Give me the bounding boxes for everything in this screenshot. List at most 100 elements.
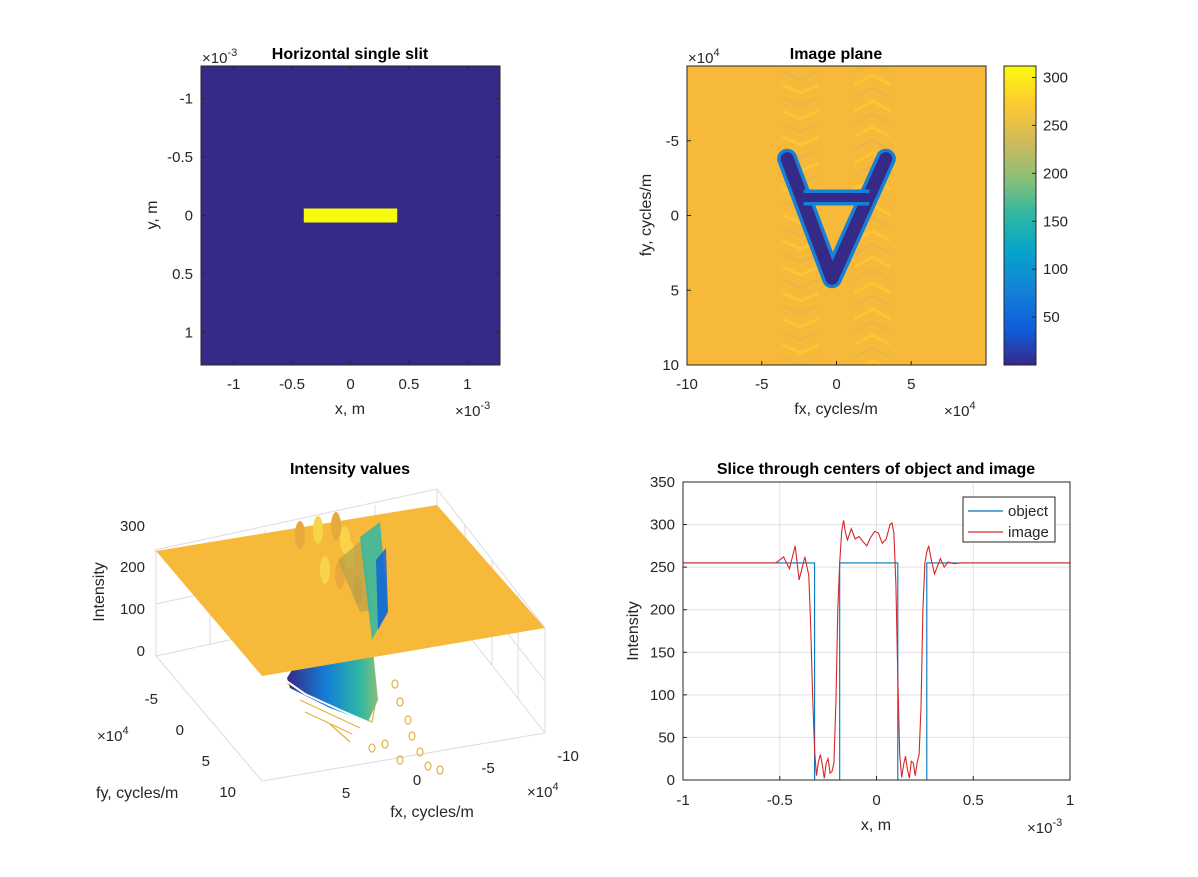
surface-plateau xyxy=(156,505,545,676)
slice-y-tick-label: 350 xyxy=(650,474,675,491)
slice-ticks: -1 -0.5 0 0.5 1 0 50 100 150 200 250 300 350 xyxy=(650,474,1074,809)
image-plane-fringe xyxy=(782,96,820,108)
surface-contour xyxy=(381,739,389,749)
surface-contour xyxy=(299,699,361,743)
colorbar-tick-label: 300 xyxy=(1043,70,1068,87)
colorbar-tick-label: 150 xyxy=(1043,213,1068,230)
slit-y-tick-label: 0.5 xyxy=(172,266,193,283)
colorbar-tick-label: 100 xyxy=(1043,261,1068,278)
image-plane-fringe xyxy=(853,307,892,321)
image-plane-fringe xyxy=(782,252,820,264)
image-plane-fringe xyxy=(782,70,820,82)
image-plane-fringe xyxy=(853,138,892,152)
colorbar-tick-label: 50 xyxy=(1043,309,1060,326)
surface-ripple xyxy=(313,516,323,544)
image-plane-xlabel: fx, cycles/m xyxy=(794,401,878,418)
slice-y-tick-label: 0 xyxy=(667,772,675,789)
image-plane-exponent-x: ×104 xyxy=(944,400,976,420)
slice-series-image xyxy=(683,520,1070,779)
image-plane-ylabel: fy, cycles/m xyxy=(638,174,655,256)
slit-x-tick-label: -0.5 xyxy=(279,376,305,393)
image-plane-fringe xyxy=(782,135,820,147)
image-plane-fringe xyxy=(853,346,892,360)
slice-lines xyxy=(683,520,1070,781)
image-plane-y-tick-label: 10 xyxy=(662,357,679,374)
image-plane-fringe xyxy=(853,333,892,347)
slice-xlabel: x, m xyxy=(861,817,891,834)
slit-x-tick-label: 1 xyxy=(463,376,471,393)
image-plane-y-tick-label: 0 xyxy=(671,208,679,225)
image-plane-fringe xyxy=(853,255,892,269)
image-plane-fringe xyxy=(853,125,892,139)
image-plane-x-tick-label: 0 xyxy=(832,376,840,393)
image-plane-exponent-y: ×104 xyxy=(688,47,720,67)
surface-v-opening-dark xyxy=(376,548,388,630)
surface-ripple xyxy=(295,521,305,549)
slit-panel: Horizontal single slit ×10-3 -1 -0.5 0 0.5 1… xyxy=(144,46,501,420)
surface-ripple xyxy=(331,512,341,540)
image-plane-fringe xyxy=(782,83,820,95)
surface-z-tick-label: 100 xyxy=(120,601,145,618)
image-plane-fringe xyxy=(853,73,892,87)
surface-contour xyxy=(396,697,404,707)
surface-contour xyxy=(424,761,432,771)
colorbar-ticks: 50 100 150 200 250 300 xyxy=(1032,70,1068,326)
image-plane-fringe xyxy=(862,359,883,365)
slice-y-tick-label: 150 xyxy=(650,644,675,661)
slit-y-tick-label: -0.5 xyxy=(167,149,193,166)
surface-fx-tick-label: 5 xyxy=(342,785,350,802)
image-plane-fringe xyxy=(782,122,820,134)
surface-well-rim xyxy=(284,679,369,723)
surface-title: Intensity values xyxy=(290,461,410,478)
slit-exponent-y: ×10-3 xyxy=(202,47,237,67)
image-plane-fringe xyxy=(853,86,892,100)
image-plane-title: Image plane xyxy=(790,46,883,63)
slit-rectangle xyxy=(303,208,398,223)
slice-exponent-x: ×10-3 xyxy=(1027,817,1062,837)
image-plane-fringe xyxy=(782,317,820,329)
surface-z-tick-label: 0 xyxy=(137,643,145,660)
surface-contour xyxy=(391,679,399,689)
image-plane-fringe xyxy=(782,343,820,355)
slice-x-tick-label: -1 xyxy=(676,792,689,809)
surface-contour xyxy=(436,765,444,775)
surface-ripple xyxy=(340,526,350,554)
surface-fy-tick-label: 5 xyxy=(202,753,210,770)
image-plane-fringe xyxy=(782,278,820,290)
slit-title: Horizontal single slit xyxy=(272,46,429,63)
image-plane-y-tick-label: 5 xyxy=(671,282,679,299)
surface-fy-tick-label: 0 xyxy=(176,722,184,739)
image-plane-fringe xyxy=(853,242,892,256)
image-plane-fringe xyxy=(853,99,892,113)
surface-z-tick-label: 200 xyxy=(120,559,145,576)
image-plane-fringe xyxy=(783,371,819,379)
slit-x-tick-label: 0 xyxy=(346,376,354,393)
surface-exponent-fy: ×104 xyxy=(97,725,129,745)
legend-object-label: object xyxy=(1008,503,1049,520)
surface-fy-tick-label: 10 xyxy=(219,784,236,801)
slice-y-tick-label: 250 xyxy=(650,559,675,576)
image-plane-fringe xyxy=(853,66,892,74)
slit-x-tick-label: 0.5 xyxy=(398,376,419,393)
image-plane-y-tick-label: -5 xyxy=(666,133,679,150)
colorbar-tick-label: 250 xyxy=(1043,117,1068,134)
slice-x-tick-label: 0 xyxy=(872,792,880,809)
surface-contour xyxy=(408,731,416,741)
colorbar-tick-label: 200 xyxy=(1043,165,1068,182)
image-plane-fringe xyxy=(853,281,892,295)
surface-contour xyxy=(368,743,376,753)
slit-ylabel: y, m xyxy=(144,200,161,229)
surface-z-tick-label: 300 xyxy=(120,518,145,535)
image-plane-fringe xyxy=(853,320,892,334)
slice-grid xyxy=(682,481,1071,781)
slice-y-tick-label: 100 xyxy=(650,687,675,704)
image-plane-fringe xyxy=(853,294,892,308)
slice-x-tick-label: -0.5 xyxy=(767,792,793,809)
slice-legend: object image xyxy=(962,496,1056,543)
slice-x-tick-label: 0.5 xyxy=(963,792,984,809)
image-plane-v-shape xyxy=(777,148,896,289)
image-plane-fringe xyxy=(782,330,820,342)
surface-fx-tick-label: -10 xyxy=(557,748,579,765)
surface-panel: Intensity values xyxy=(91,461,579,821)
